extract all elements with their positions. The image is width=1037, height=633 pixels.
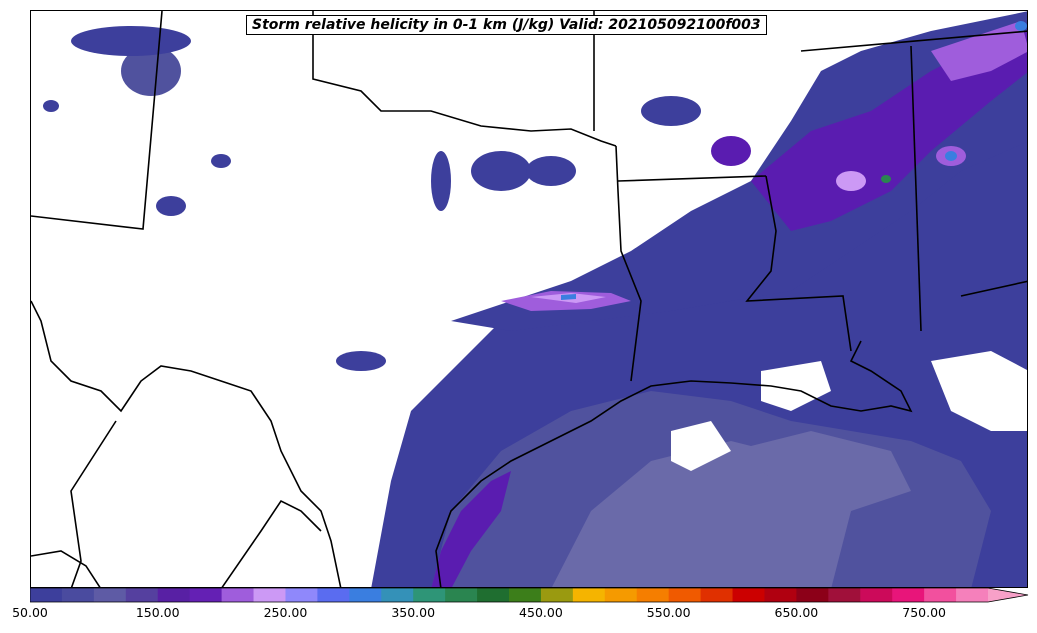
colorbar bbox=[30, 587, 1029, 603]
colorbar-outline bbox=[30, 587, 1029, 603]
border-texas-la bbox=[615, 145, 642, 382]
colorbar-segment bbox=[828, 588, 861, 602]
border-tn bbox=[800, 30, 1027, 52]
colorbar-segment bbox=[285, 588, 318, 602]
blob-8 bbox=[711, 136, 751, 166]
colorbar-segment bbox=[540, 588, 574, 602]
blob-13 bbox=[1015, 21, 1027, 31]
contour-north-band bbox=[451, 11, 1027, 331]
coastline-texas bbox=[435, 340, 913, 587]
map-svg bbox=[31, 11, 1027, 587]
colorbar-segment bbox=[317, 588, 350, 602]
border-mexico-state2 bbox=[221, 499, 322, 587]
map-title: Storm relative helicity in 0-1 km (J/kg)… bbox=[246, 15, 767, 35]
colorbar-segment bbox=[668, 588, 702, 602]
border-mexico-state3 bbox=[31, 550, 101, 587]
contour-north-mid bbox=[751, 31, 1027, 231]
blob-15 bbox=[43, 100, 59, 112]
boundaries bbox=[31, 11, 1027, 587]
blob-5 bbox=[156, 196, 186, 216]
contour-band-blue bbox=[561, 294, 576, 300]
blob-3 bbox=[471, 151, 531, 191]
colorbar-segment bbox=[764, 588, 797, 602]
colorbar-segment bbox=[892, 588, 925, 602]
colorbar-segment bbox=[61, 588, 95, 602]
colorbar-segment bbox=[700, 588, 734, 602]
colorbar-tick-label: 150.00 bbox=[135, 605, 180, 620]
colorbar-segment bbox=[157, 588, 191, 602]
helicity-contours bbox=[43, 11, 1027, 587]
blob-9 bbox=[836, 171, 866, 191]
blob-7 bbox=[641, 96, 701, 126]
colorbar-segment bbox=[413, 588, 446, 602]
colorbar-tick-label: 650.00 bbox=[774, 605, 819, 620]
colorbar-segment bbox=[796, 588, 829, 602]
colorbar-segment bbox=[349, 588, 382, 602]
blob-1 bbox=[121, 46, 181, 96]
colorbar-segment bbox=[30, 588, 63, 602]
colorbar-segment bbox=[572, 588, 606, 602]
colorbar-tick-label: 750.00 bbox=[902, 605, 946, 620]
colorbar-tick-label: 250.00 bbox=[263, 605, 308, 620]
colorbar-segment bbox=[253, 588, 286, 602]
colorbar-segment bbox=[860, 588, 893, 602]
colorbar-segment bbox=[924, 588, 957, 602]
colorbar-segment bbox=[125, 588, 159, 602]
blob-4 bbox=[526, 156, 576, 186]
border-mexico-state bbox=[70, 420, 117, 587]
colorbar-segment bbox=[381, 588, 414, 602]
colorbar-extend-arrow bbox=[988, 588, 1028, 602]
colorbar-segment bbox=[732, 588, 765, 602]
contour-coast-purple bbox=[431, 471, 511, 587]
contour-gulf-light2 bbox=[731, 431, 911, 511]
blob-6 bbox=[336, 351, 386, 371]
colorbar-segment bbox=[477, 588, 510, 602]
border-oklahoma bbox=[312, 11, 617, 147]
blob-2 bbox=[71, 26, 191, 56]
blob-14 bbox=[211, 154, 231, 168]
colorbar-segment bbox=[189, 588, 223, 602]
border-ms-river bbox=[745, 175, 852, 352]
colorbar-segment bbox=[604, 588, 638, 602]
contour-north-bright bbox=[931, 21, 1027, 81]
clear-patch-1 bbox=[931, 351, 1027, 431]
blob-12 bbox=[881, 175, 891, 183]
clear-patch-3 bbox=[671, 421, 731, 471]
colorbar-segment bbox=[509, 588, 542, 602]
border-ms-al bbox=[910, 45, 922, 332]
colorbar-segment bbox=[221, 588, 255, 602]
border-fl bbox=[960, 280, 1027, 297]
colorbar-segment bbox=[956, 588, 989, 602]
colorbar-segment bbox=[445, 588, 478, 602]
blob-16 bbox=[431, 151, 451, 211]
colorbar-segment bbox=[93, 588, 127, 602]
colorbar-segment bbox=[636, 588, 670, 602]
clear-patch-2 bbox=[761, 361, 831, 411]
map-panel bbox=[30, 10, 1028, 588]
border-mexico bbox=[31, 300, 342, 587]
border-ar-la bbox=[617, 175, 767, 182]
colorbar-tick-label: 550.00 bbox=[646, 605, 691, 620]
blob-11 bbox=[945, 151, 957, 161]
border-west-box bbox=[31, 11, 163, 230]
colorbar-tick-label: 450.00 bbox=[519, 605, 563, 620]
colorbar-tick-label: 50.00 bbox=[12, 605, 48, 620]
colorbar-tick-label: 350.00 bbox=[391, 605, 436, 620]
